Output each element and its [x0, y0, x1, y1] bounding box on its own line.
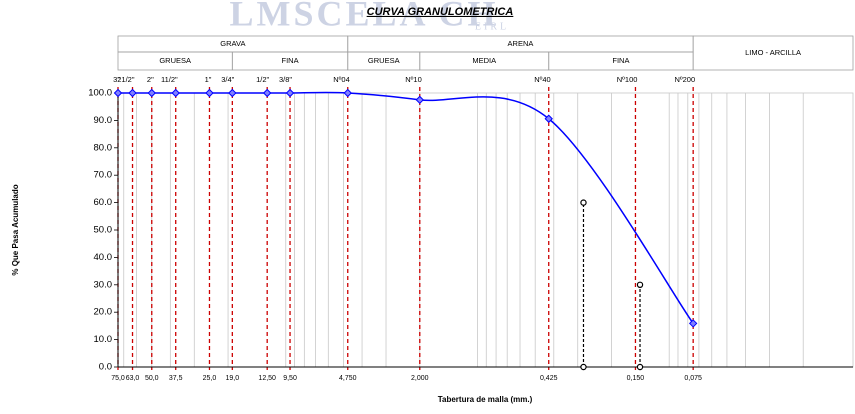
- data-point: [171, 88, 180, 98]
- x-axis-label: Tabertura de malla (mm.): [438, 395, 533, 404]
- watermark-suffix: EIRL: [475, 21, 509, 32]
- header-cell: [548, 51, 694, 71]
- data-point: [113, 88, 123, 98]
- sieve-label: 11/2": [161, 75, 178, 84]
- x-tick-label: 37,5: [169, 375, 183, 382]
- data-point: [285, 88, 295, 98]
- sieve-label: Nº40: [534, 75, 551, 84]
- curve: [118, 91, 694, 324]
- sieve-label: 3/4": [221, 75, 234, 84]
- sieve-label: 1": [205, 75, 212, 84]
- x-tick-label: 19,0: [226, 375, 240, 382]
- reference-point: [580, 199, 587, 206]
- y-tick-label: 50.0: [94, 225, 113, 236]
- sieve-label: 2": [147, 75, 154, 84]
- data-point: [128, 88, 137, 98]
- sieve-label: 3": [113, 75, 120, 84]
- x-tick-label: 0,150: [627, 375, 645, 382]
- header-label: ARENA: [508, 39, 534, 48]
- data-point: [343, 88, 352, 98]
- y-tick-label: 0.0: [99, 362, 112, 373]
- y-tick-label: 30.0: [94, 279, 113, 290]
- x-tick-label: 75,0: [111, 375, 125, 382]
- reference-point: [636, 281, 644, 288]
- y-tick-label: 90.0: [94, 115, 113, 126]
- x-tick-label: 50,0: [145, 375, 159, 382]
- header-label: FINA: [612, 56, 629, 65]
- header-label: LIMO - ARCILLA: [745, 48, 801, 57]
- x-tick-label: 9,50: [283, 375, 297, 382]
- data-point: [228, 88, 237, 98]
- data-point: [205, 88, 214, 98]
- x-tick-label: 63,0: [126, 375, 140, 382]
- x-tick-label: 12,50: [258, 375, 276, 382]
- reference-foot: [580, 363, 587, 371]
- data-point: [147, 88, 156, 98]
- x-tick-label: 25,0: [203, 375, 217, 382]
- chart-title: CURVA GRANULOMETRICA: [367, 6, 514, 18]
- x-tick-label: 4,750: [339, 375, 357, 382]
- x-tick-label: 0,075: [684, 375, 702, 382]
- sieve-label: Nº100: [617, 75, 638, 84]
- y-tick-label: 10.0: [94, 334, 113, 345]
- data-point: [688, 319, 698, 328]
- header-label: FINA: [281, 56, 298, 65]
- y-tick-label: 60.0: [94, 197, 113, 208]
- y-tick-label: 20.0: [94, 307, 113, 318]
- sieve-label: Nº10: [405, 75, 422, 84]
- header-label: GRAVA: [220, 39, 245, 48]
- sieve-label: 3/8": [279, 75, 292, 84]
- sieve-label: 1/2": [256, 75, 269, 84]
- sieve-label: Nº04: [333, 75, 350, 84]
- data-point: [262, 88, 272, 98]
- y-tick-label: 40.0: [94, 252, 113, 263]
- header-label: GRUESA: [368, 56, 400, 65]
- header-label: GRUESA: [159, 56, 191, 65]
- x-tick-label: 2,000: [411, 375, 429, 382]
- x-tick-label: 0,425: [540, 375, 558, 382]
- y-tick-label: 80.0: [94, 142, 113, 153]
- y-axis-label: % Que Pasa Acumulado: [11, 184, 20, 275]
- sieve-label: Nº200: [674, 75, 695, 84]
- header-label: MEDIA: [472, 56, 496, 65]
- data-point: [544, 114, 553, 123]
- data-point: [415, 95, 424, 105]
- y-tick-label: 100.0: [88, 88, 112, 99]
- sieve-label: 21/2": [117, 75, 135, 84]
- reference-foot: [636, 363, 644, 371]
- y-tick-label: 70.0: [94, 170, 113, 181]
- watermark: LMSCELA CH: [229, 0, 498, 33]
